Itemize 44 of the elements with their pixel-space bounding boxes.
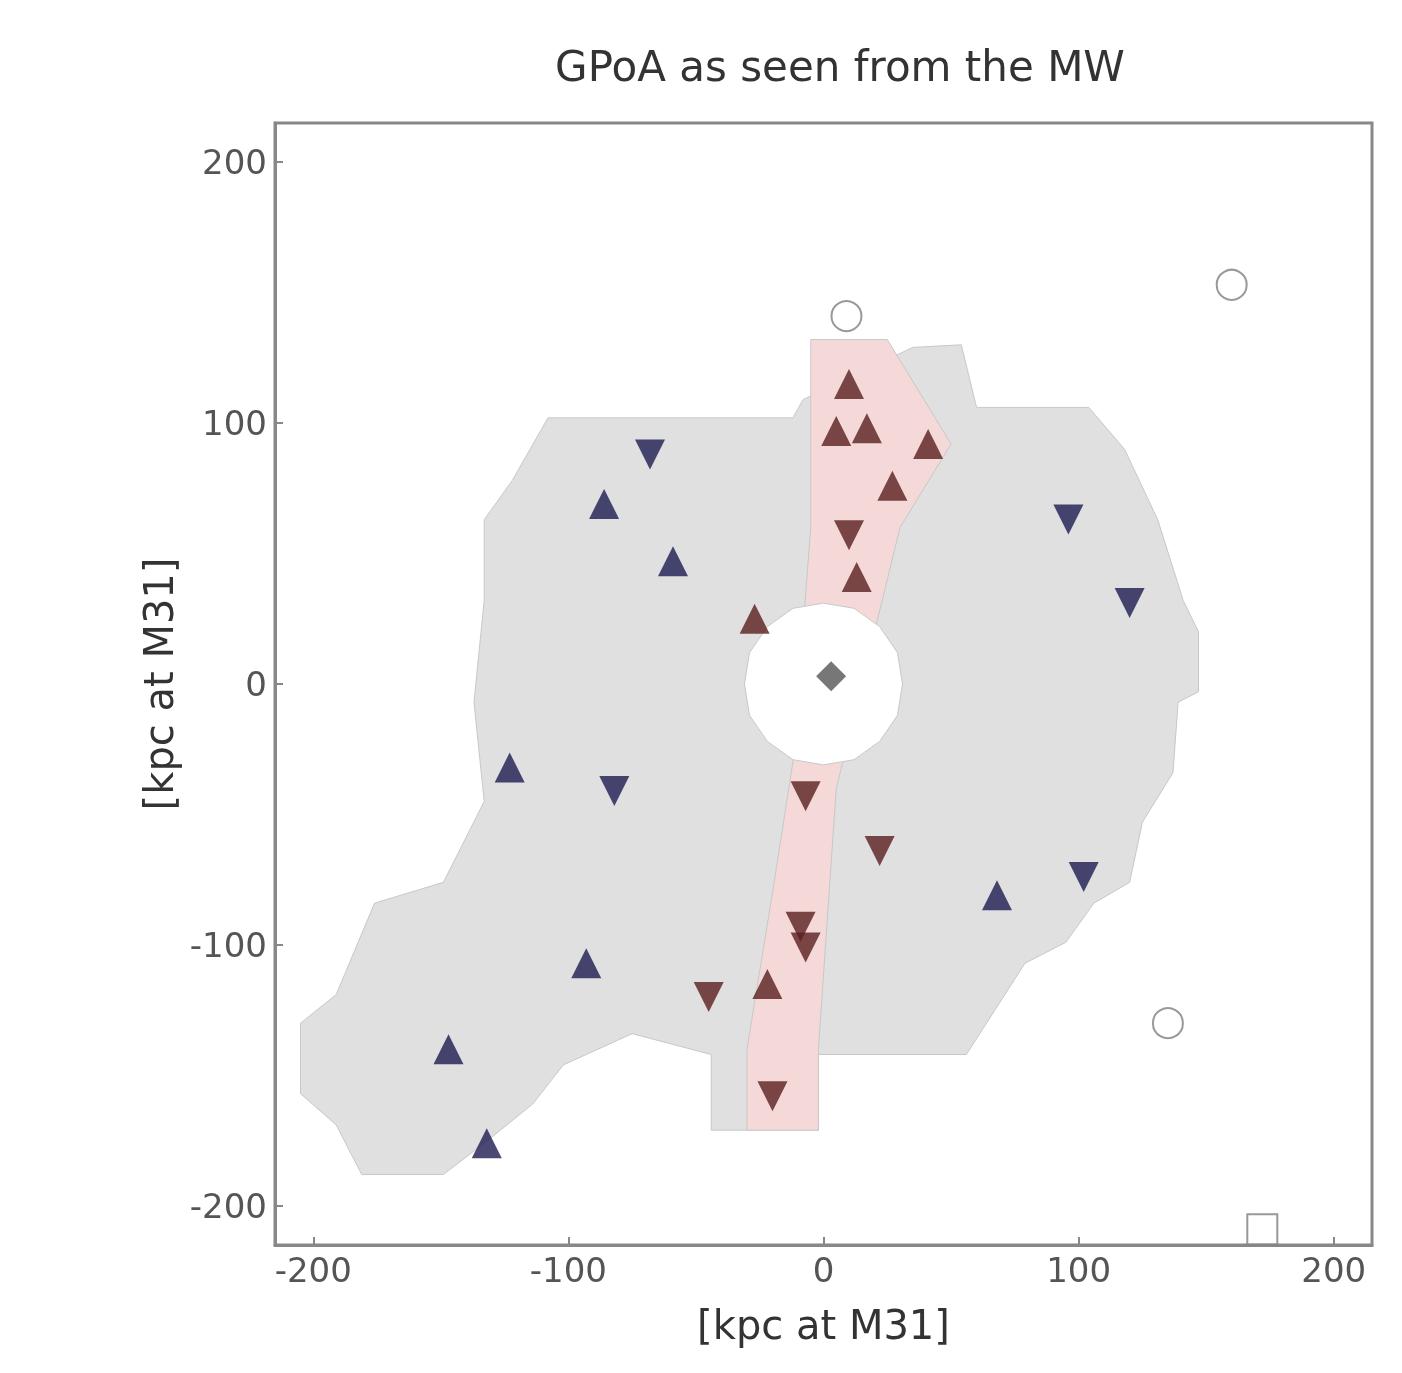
point bbox=[1246, 1213, 1279, 1246]
point bbox=[834, 520, 865, 551]
point bbox=[494, 752, 525, 783]
point bbox=[864, 836, 895, 866]
point bbox=[589, 488, 620, 519]
x-axis-title: [kpc at M31] bbox=[697, 1302, 950, 1348]
point bbox=[834, 368, 865, 399]
y-tick-label: 200 bbox=[202, 142, 267, 183]
point bbox=[981, 880, 1012, 911]
point bbox=[851, 413, 882, 444]
point bbox=[877, 470, 908, 501]
point bbox=[1114, 588, 1145, 619]
point bbox=[599, 775, 630, 806]
x-tick-label: 100 bbox=[1046, 1250, 1112, 1290]
point bbox=[757, 1081, 788, 1112]
chart-title: GPoA as seen from the MW bbox=[555, 41, 1125, 91]
point bbox=[1215, 268, 1248, 301]
point bbox=[1151, 1007, 1184, 1040]
point bbox=[635, 439, 666, 470]
y-axis-title: [kpc at M31] bbox=[135, 557, 182, 811]
point bbox=[821, 415, 852, 446]
point bbox=[657, 546, 688, 577]
point bbox=[790, 932, 821, 963]
point bbox=[913, 428, 944, 459]
x-tick-label: 200 bbox=[1301, 1250, 1367, 1290]
point bbox=[739, 603, 770, 634]
point bbox=[830, 300, 863, 333]
point bbox=[433, 1034, 464, 1065]
x-tick-label: 0 bbox=[812, 1250, 835, 1290]
y-tick-label: 100 bbox=[202, 403, 267, 444]
point bbox=[752, 969, 783, 1000]
point bbox=[693, 982, 724, 1013]
y-tick-label: 0 bbox=[245, 664, 267, 704]
x-tick-label: -100 bbox=[529, 1250, 607, 1290]
point bbox=[571, 948, 602, 979]
y-tick-label: -200 bbox=[189, 1185, 267, 1226]
point bbox=[841, 562, 872, 593]
y-tick-label: -100 bbox=[189, 924, 267, 965]
point bbox=[816, 661, 847, 692]
point bbox=[1053, 504, 1084, 535]
point bbox=[790, 781, 821, 812]
x-tick-label: -200 bbox=[274, 1250, 352, 1290]
point bbox=[1068, 862, 1099, 893]
point bbox=[471, 1128, 502, 1159]
